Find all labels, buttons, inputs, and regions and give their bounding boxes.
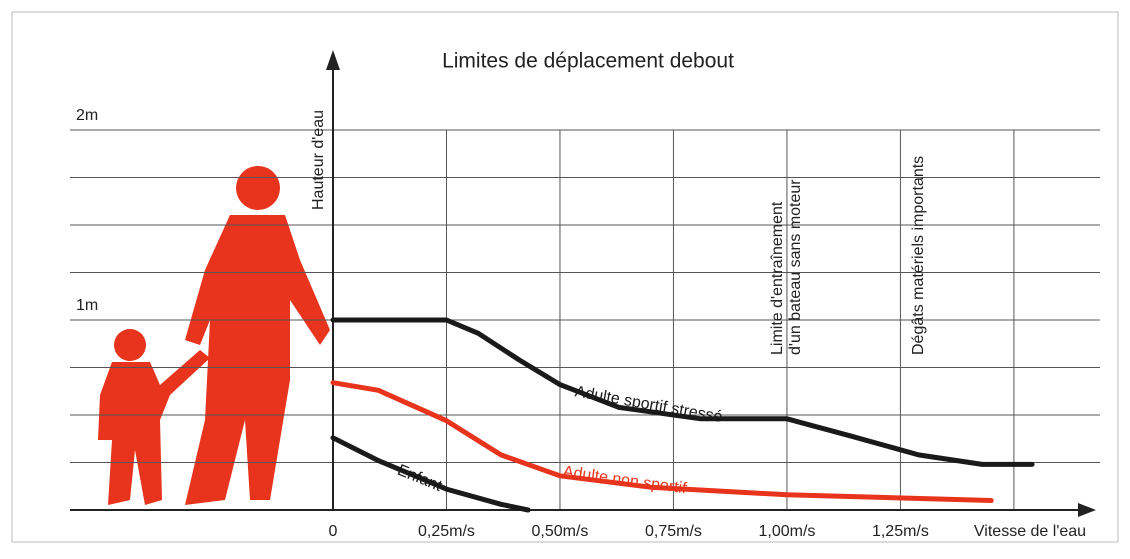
x-tick-label: 1,00m/s: [758, 523, 815, 540]
series-line: [330, 380, 994, 503]
y-axis-arrow: [326, 50, 340, 70]
x-tick-label: 0: [329, 523, 338, 540]
series-label: Adulte non sportif: [562, 463, 688, 497]
annotation: Dégâts matériels importants: [910, 156, 927, 355]
series-line: [330, 435, 531, 513]
chart-title: Limites de déplacement debout: [442, 50, 734, 73]
series-label: Enfant: [395, 462, 445, 495]
series-label: Adulte sportif stressé: [574, 383, 724, 426]
series-line: [330, 317, 1035, 467]
x-tick-label: 0,75m/s: [645, 523, 702, 540]
x-axis-label: Vitesse de l'eau: [974, 523, 1086, 540]
x-axis-arrow: [1078, 503, 1096, 517]
y-axis-label: Hauteur d'eau: [310, 110, 327, 210]
annotation: Limite d'entraînement: [769, 201, 786, 355]
y-tick-label: 2m: [76, 107, 98, 124]
frame: [11, 11, 1119, 543]
annotation: d'un bateau sans moteur: [787, 179, 804, 355]
x-tick-label: 1,25m/s: [872, 523, 929, 540]
x-tick-label: 0,50m/s: [532, 523, 589, 540]
y-tick-label: 1m: [76, 297, 98, 314]
x-tick-label: 0,25m/s: [418, 523, 475, 540]
people-silhouettes: [98, 166, 330, 505]
